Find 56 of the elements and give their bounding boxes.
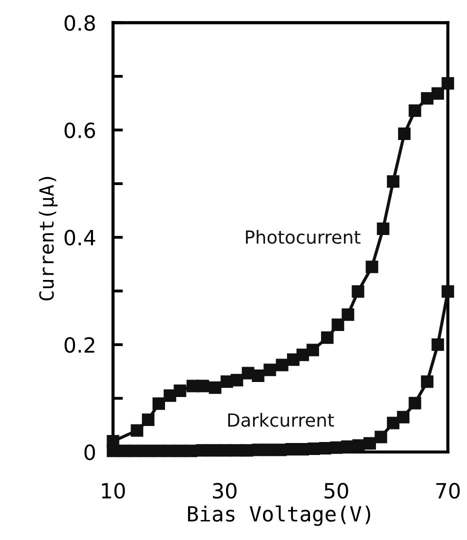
series-label: Photocurrent <box>246 230 360 244</box>
y-axis-title: Current(μA) <box>38 176 58 300</box>
point <box>408 396 422 410</box>
y-tick-label: 0.4 <box>64 230 96 246</box>
point <box>208 381 222 394</box>
y-tick-label: 0.2 <box>64 337 94 353</box>
point <box>332 318 344 332</box>
point <box>296 443 310 456</box>
x-tick-label: 70 <box>436 482 460 499</box>
point <box>252 370 264 382</box>
point <box>240 444 254 457</box>
point <box>374 430 388 444</box>
y-tick-label: 0 <box>84 444 95 460</box>
point <box>184 444 198 458</box>
point <box>321 331 334 344</box>
point <box>420 92 434 105</box>
point <box>341 440 354 453</box>
x-tick-label: 30 <box>212 482 236 499</box>
point <box>363 437 376 450</box>
point <box>420 375 434 388</box>
point <box>376 222 390 235</box>
point <box>386 175 400 188</box>
point <box>442 77 454 90</box>
point <box>140 444 153 458</box>
point <box>398 128 411 140</box>
point <box>442 285 454 298</box>
point <box>396 410 410 424</box>
x-tick-label: 50 <box>324 482 348 499</box>
point <box>174 444 186 458</box>
point <box>318 442 332 454</box>
x-axis-title: Bias Voltage(V) <box>188 505 370 526</box>
point <box>386 416 400 430</box>
point <box>152 397 166 410</box>
point <box>142 414 154 426</box>
y-tick-label: 0.6 <box>64 122 96 138</box>
x-tick-label: 10 <box>102 482 125 499</box>
point <box>276 358 288 372</box>
point <box>207 444 220 457</box>
y-tick-label: 0.8 <box>64 15 95 31</box>
point <box>174 384 186 398</box>
series-label: Darkcurrent <box>228 412 334 427</box>
point <box>352 285 364 298</box>
point <box>308 442 320 456</box>
point <box>130 424 144 437</box>
point <box>274 444 287 456</box>
point <box>342 308 354 321</box>
point <box>408 104 422 117</box>
point <box>196 380 210 392</box>
point <box>306 344 320 356</box>
point <box>230 374 244 386</box>
point <box>352 439 365 452</box>
point <box>366 260 378 274</box>
point <box>330 441 342 454</box>
point <box>264 364 276 376</box>
point <box>432 87 444 100</box>
point <box>432 338 444 351</box>
